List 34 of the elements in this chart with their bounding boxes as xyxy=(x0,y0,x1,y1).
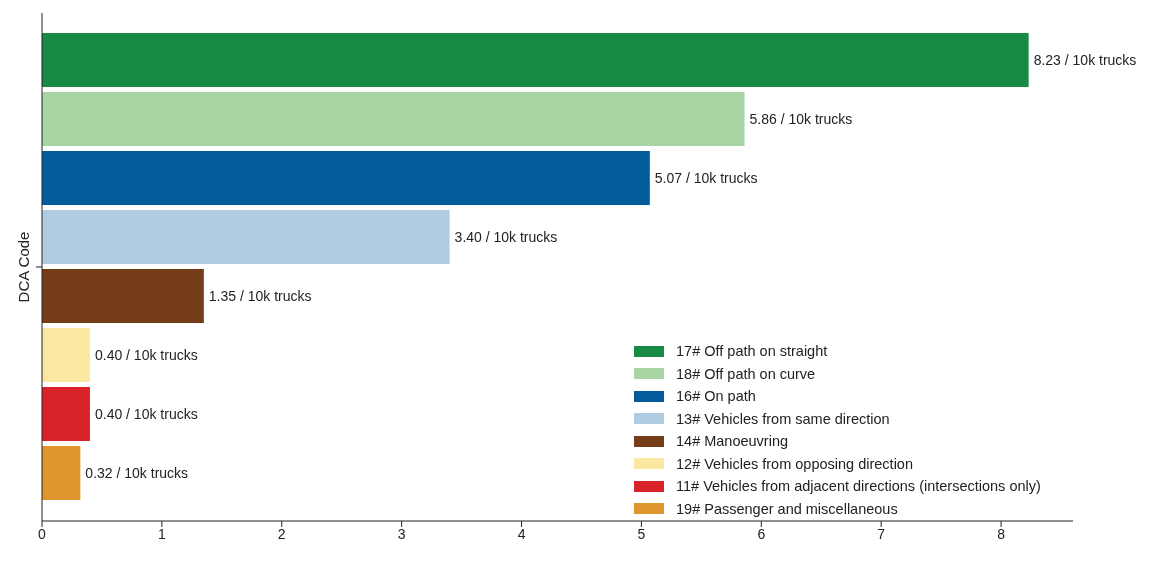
x-tick-label: 1 xyxy=(157,525,166,542)
bar xyxy=(42,151,650,205)
data-label: 0.32 / 10k trucks xyxy=(85,465,189,481)
bar xyxy=(42,92,745,146)
legend-label: 16# On path xyxy=(676,388,756,405)
legend-label: 18# Off path on curve xyxy=(676,365,816,382)
legend-label: 14# Manoeuvring xyxy=(676,433,789,450)
legend-label: 12# Vehicles from opposing direction xyxy=(676,455,913,472)
x-tick-label: 7 xyxy=(877,525,886,542)
legend-label: 13# Vehicles from same direction xyxy=(676,410,890,427)
data-label: 3.40 / 10k trucks xyxy=(454,229,558,245)
x-tick-label: 0 xyxy=(38,525,47,542)
bar xyxy=(42,269,204,323)
bar xyxy=(42,210,450,264)
data-label: 5.86 / 10k trucks xyxy=(749,111,853,127)
legend-label: 19# Passenger and miscellaneous xyxy=(676,500,898,517)
x-tick-label: 6 xyxy=(757,525,766,542)
data-label: 8.23 / 10k trucks xyxy=(1033,52,1137,68)
bar xyxy=(42,328,90,382)
bar xyxy=(42,446,81,500)
x-tick-label: 4 xyxy=(517,525,526,542)
bar xyxy=(42,387,90,441)
y-axis-title: DCA Code xyxy=(15,231,33,303)
legend-label: 17# Off path on straight xyxy=(676,343,828,360)
x-tick-label: 2 xyxy=(277,525,286,542)
x-tick-label: 5 xyxy=(637,525,646,542)
x-tick-label: 8 xyxy=(997,525,1006,542)
x-tick-label: 3 xyxy=(397,525,406,542)
data-label: 1.35 / 10k trucks xyxy=(208,288,312,304)
legend-label: 11# Vehicles from adjacent directions (intersections only) xyxy=(676,478,1041,495)
data-label: 0.40 / 10k trucks xyxy=(94,406,198,422)
data-label: 0.40 / 10k trucks xyxy=(94,347,198,363)
bar xyxy=(42,33,1029,87)
data-label: 5.07 / 10k trucks xyxy=(654,170,758,186)
